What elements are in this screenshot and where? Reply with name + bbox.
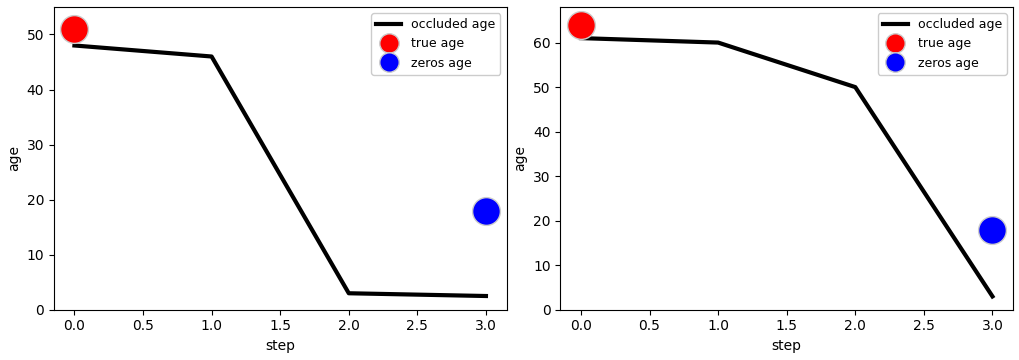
Point (983, 227, 1000, 233)
Point (573, 22, 589, 28)
Point (477, 208, 493, 213)
Y-axis label: age: age (7, 145, 21, 171)
Point (66, 26, 83, 32)
X-axis label: step: step (771, 339, 801, 353)
Legend: occluded age, true age, zeros age: occluded age, true age, zeros age (876, 13, 1006, 75)
Y-axis label: age: age (513, 145, 527, 171)
X-axis label: step: step (265, 339, 294, 353)
Legend: occluded age, true age, zeros age: occluded age, true age, zeros age (371, 13, 499, 75)
